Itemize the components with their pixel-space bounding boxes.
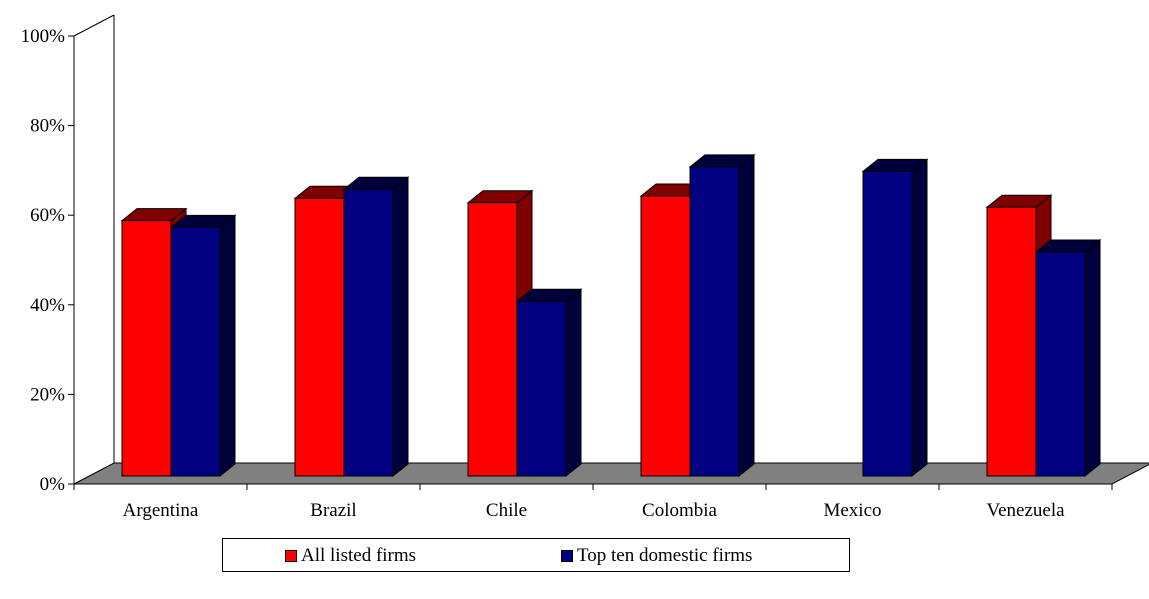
legend-label: All listed firms — [301, 545, 417, 566]
bar — [169, 214, 237, 478]
y-tick-label: 60% — [30, 205, 65, 226]
bar-front-face — [343, 188, 394, 477]
legend-item-all-listed-firms: All listed firms — [285, 544, 416, 568]
bar-front-face — [121, 220, 172, 477]
bar — [342, 176, 410, 478]
bar-front-face — [862, 170, 913, 477]
legend-label: Top ten domestic firms — [577, 545, 753, 566]
bar — [515, 288, 583, 478]
chart-tick-labels: 0% 20% 40% 60% 80% 100% Argentina Brazil Chile Co… — [21, 26, 1065, 521]
bar-front-face — [467, 202, 518, 477]
bar-front-face — [294, 197, 345, 477]
x-tick-label: Venezuela — [986, 500, 1065, 521]
bar-side-face — [1084, 238, 1101, 478]
bar — [1034, 238, 1102, 478]
y-tick-label: 100% — [21, 26, 66, 47]
bar — [861, 158, 929, 478]
bar-front-face — [689, 166, 740, 477]
legend: All listed firms Top ten domestic firms — [222, 538, 850, 572]
x-tick-label: Colombia — [642, 500, 718, 521]
y-tick-label: 80% — [30, 116, 65, 137]
bar-side-face — [738, 153, 755, 478]
chart-bars — [120, 153, 1102, 478]
y-tick-label: 0% — [40, 474, 66, 495]
y-tick-label: 20% — [30, 384, 65, 405]
bar-side-face — [565, 288, 582, 478]
bar-side-face — [392, 176, 409, 478]
bar-front-face — [516, 300, 567, 477]
bar-front-face — [1035, 251, 1086, 477]
top-diagonal-edge — [73, 14, 115, 37]
bar-side-face — [219, 214, 236, 478]
legend-swatch-red — [285, 550, 297, 562]
legend-swatch-blue — [561, 550, 573, 562]
x-tick-label: Mexico — [823, 500, 881, 521]
bar-front-face — [170, 226, 221, 477]
bar-front-face — [986, 206, 1037, 477]
x-tick-label: Chile — [486, 500, 527, 521]
bar-side-face — [911, 158, 928, 478]
bar-front-face — [640, 195, 691, 477]
chart-axes — [68, 14, 1113, 490]
x-tick-label: Argentina — [123, 500, 199, 521]
y-tick-label: 40% — [30, 295, 65, 316]
bar — [688, 153, 756, 478]
x-tick-label: Brazil — [310, 500, 356, 521]
legend-item-top-ten-domestic-firms: Top ten domestic firms — [561, 544, 752, 568]
